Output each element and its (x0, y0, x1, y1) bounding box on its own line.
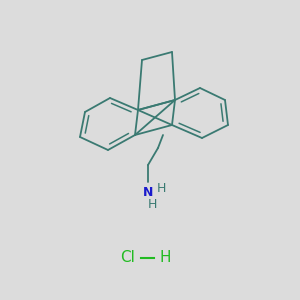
Text: H: H (147, 197, 157, 211)
Text: Cl: Cl (121, 250, 135, 266)
Text: N: N (143, 185, 153, 199)
Text: H: H (156, 182, 166, 194)
Text: H: H (159, 250, 171, 266)
